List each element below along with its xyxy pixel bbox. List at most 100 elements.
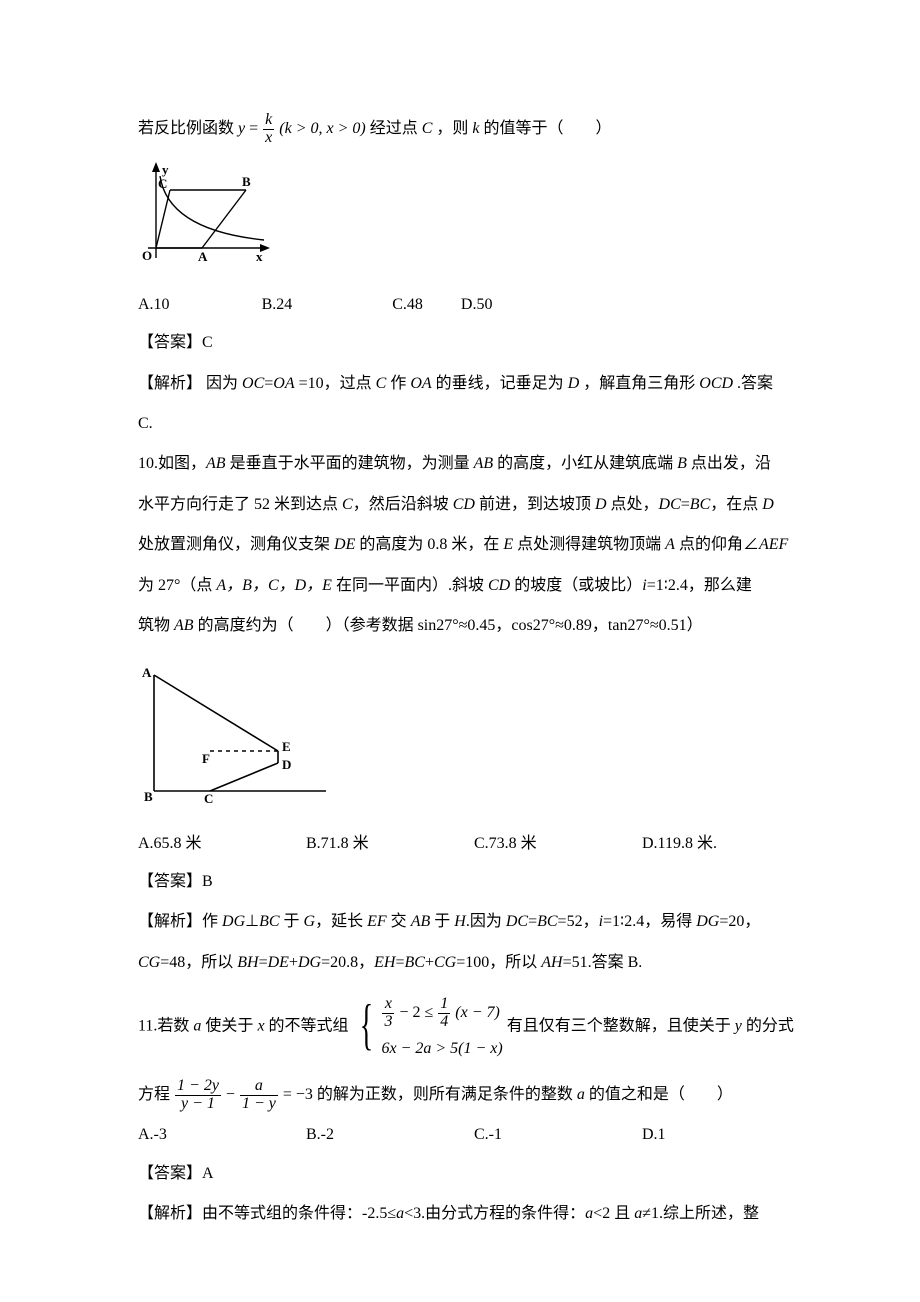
t: =20， [719, 913, 760, 930]
ans-label: 【答案】 [138, 1165, 202, 1182]
frac-k-over-x: k x [263, 112, 274, 147]
BH: BH [237, 954, 258, 971]
BC: BC [404, 954, 424, 971]
t: .答案 [737, 375, 773, 392]
BC: BC [690, 496, 710, 513]
DE: DE [268, 954, 289, 971]
a: a [577, 1086, 585, 1103]
q9-stem: 若反比例函数 y = k x (k > 0, x > 0) 经过点 C ，则 k… [138, 110, 800, 148]
q10-svg: A B C D E F [138, 663, 348, 803]
num: k [263, 112, 274, 129]
D: D [762, 496, 774, 513]
E: E [503, 536, 513, 553]
label-F: F [202, 751, 210, 766]
DG: DG [222, 913, 245, 930]
t: 若数 [157, 1018, 193, 1035]
OC: OC [242, 375, 264, 392]
list: A，B，C，D，E [216, 577, 332, 594]
label-B: B [144, 789, 153, 803]
ans-value: A [202, 1165, 214, 1182]
t: 点处测得建筑物顶端 [513, 536, 665, 553]
t: C. [138, 415, 153, 432]
t: 的高度约为（ ）（参考数据 sin27°≈0.45，cos27°≈0.89，ta… [194, 617, 703, 634]
label-O: O [142, 248, 152, 263]
a: a [585, 1205, 593, 1222]
ans-label: 【答案】 [138, 334, 202, 351]
opt-B: B.24 [262, 286, 293, 324]
eq: = [264, 375, 273, 392]
OA: OA [273, 375, 294, 392]
t: 作 [202, 913, 222, 930]
q11-stem-l1: 11.若数 a 使关于 x 的不等式组 { x3 − 2 ≤ 14 (x − 7… [138, 992, 800, 1062]
C: C [342, 496, 353, 513]
CD: CD [453, 496, 475, 513]
t: =1∶2.4，那么建 [647, 577, 752, 594]
opt-D: D.50 [461, 286, 493, 324]
t: 的值之和是（ ） [585, 1086, 733, 1103]
OA2: OA [410, 375, 431, 392]
DE: DE [334, 536, 355, 553]
AB: AB [206, 455, 226, 472]
t: 的高度为 0.8 米，在 [355, 536, 503, 553]
a: a [396, 1205, 404, 1222]
text: 若反比例函数 [138, 120, 238, 137]
q10-expl-l1: 【解析】作 DG⊥BC 于 G，延长 EF 交 AB 于 H.因为 DC=BC=… [138, 903, 800, 941]
t: 的解为正数，则所有满足条件的整数 [317, 1086, 577, 1103]
label-C: C [204, 791, 213, 803]
label-D: D [282, 757, 291, 772]
label-x: x [256, 249, 263, 264]
AH: AH [541, 954, 562, 971]
A: A [665, 536, 675, 553]
ans-label: 【答案】 [138, 873, 202, 890]
AB: AB [174, 617, 194, 634]
text: 的值等于（ ） [484, 120, 612, 137]
edge-EA [154, 675, 278, 751]
opt-A: A.65.8 米 [138, 825, 306, 863]
DC: DC [659, 496, 681, 513]
q9-figure: y x O A B C [138, 160, 800, 281]
CG: CG [434, 954, 456, 971]
expl-label: 【解析】 [138, 913, 202, 930]
D: D [595, 496, 607, 513]
t: 使关于 [201, 1018, 257, 1035]
den: x [263, 129, 274, 147]
CD: CD [488, 577, 510, 594]
opt-B: B.71.8 米 [306, 825, 474, 863]
t: =48，所以 [160, 954, 237, 971]
DG: DG [696, 913, 719, 930]
t: 的坡度（或坡比） [510, 577, 642, 594]
t: ，延长 [315, 913, 367, 930]
row1: x3 − 2 ≤ 14 (x − 7) [381, 992, 502, 1035]
EF: EF [367, 913, 387, 930]
q11-expl: 【解析】由不等式组的条件得：-2.5≤a<3.由分式方程的条件得：a<2 且 a… [138, 1195, 800, 1233]
q9-answer: 【答案】C [138, 324, 800, 362]
t: 方程 [138, 1086, 174, 1103]
opt-A: A.-3 [138, 1116, 306, 1154]
t: ，解直角三角形 [583, 375, 699, 392]
AB: AB [474, 455, 494, 472]
t: 前进，到达坡顶 [475, 496, 595, 513]
q10-stem-l2: 水平方向行走了 52 米到达点 C，然后沿斜坡 CD 前进，到达坡顶 D 点处，… [138, 486, 800, 524]
x: x [257, 1018, 264, 1035]
text: 经过点 [370, 120, 422, 137]
system-rows: x3 − 2 ≤ 14 (x − 7) 6x − 2a > 5(1 − x) [381, 992, 502, 1062]
cond: (k > 0, x > 0) [279, 120, 365, 137]
edge-CD [210, 763, 278, 791]
label-A: A [198, 249, 208, 264]
opt-C: C.73.8 米 [474, 825, 642, 863]
t: 的分式 [742, 1018, 794, 1035]
expl-label: 【解析】 [138, 1205, 202, 1222]
text: ，则 [436, 120, 472, 137]
t: .因为 [466, 913, 506, 930]
perp: ⊥ [245, 913, 259, 930]
t: =20.8， [321, 954, 374, 971]
eq: = [259, 954, 268, 971]
t: 点出发，沿 [687, 455, 771, 472]
q10-answer: 【答案】B [138, 863, 800, 901]
edge-CO [156, 190, 170, 248]
q9-options: A.10 B.24 C.48 D.50 [138, 286, 800, 324]
eq: = [249, 120, 262, 137]
pt-C: C [422, 120, 433, 137]
opt-C: C.-1 [474, 1116, 642, 1154]
t: =52， [558, 913, 599, 930]
